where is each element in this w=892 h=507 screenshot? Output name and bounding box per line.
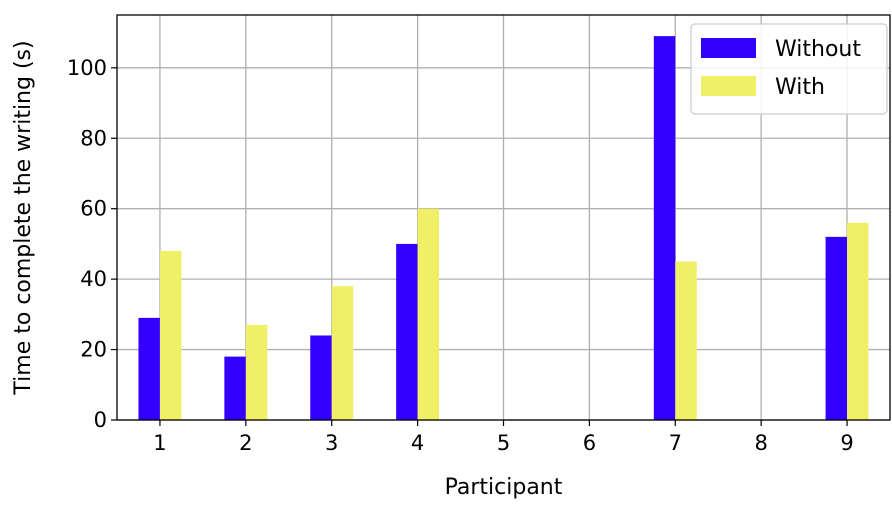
- y-tick-label: 100: [67, 56, 107, 80]
- x-tick-label: 7: [669, 431, 682, 455]
- y-tick-label: 60: [80, 197, 107, 221]
- x-tick-label: 8: [754, 431, 767, 455]
- bar-without-participant-7: [653, 36, 676, 421]
- bar-without-participant-1: [138, 317, 160, 420]
- bar-with-participant-9: [847, 222, 869, 420]
- bar-without-participant-2: [224, 356, 246, 420]
- legend-label-without: Without: [775, 37, 861, 62]
- bar-with-participant-2: [245, 324, 268, 420]
- x-tick-label: 3: [325, 431, 338, 455]
- x-tick-label: 6: [583, 431, 596, 455]
- x-tick-label: 2: [239, 431, 252, 455]
- bar-without-participant-3: [310, 335, 332, 420]
- y-tick-label: 20: [80, 338, 107, 362]
- x-axis-label: Participant: [445, 475, 563, 500]
- legend-swatch-with: [701, 76, 756, 96]
- y-tick-label: 80: [80, 126, 107, 150]
- x-tick-label: 9: [840, 431, 853, 455]
- legend-swatch-without: [701, 38, 756, 58]
- bar-with-participant-1: [159, 250, 182, 420]
- x-tick-label: 1: [153, 431, 166, 455]
- legend-label-with: With: [775, 75, 825, 100]
- y-axis-label: Time to complete the writing (s): [11, 40, 36, 395]
- bar-with-participant-4: [417, 208, 440, 420]
- ticks-layer: 1 2 3 4 5 6 7 8 9 0 20 40 60 80 100: [67, 56, 854, 455]
- bar-without-participant-4: [396, 243, 418, 420]
- y-tick-label: 40: [80, 267, 107, 291]
- bar-with-participant-7: [675, 261, 697, 420]
- legend: Without With: [690, 23, 888, 115]
- x-tick-label: 4: [411, 431, 424, 455]
- y-tick-label: 0: [94, 408, 107, 432]
- bars-layer: [138, 36, 869, 421]
- x-tick-label: 5: [497, 431, 510, 455]
- bar-without-participant-9: [825, 236, 848, 420]
- bar-with-participant-3: [331, 286, 354, 420]
